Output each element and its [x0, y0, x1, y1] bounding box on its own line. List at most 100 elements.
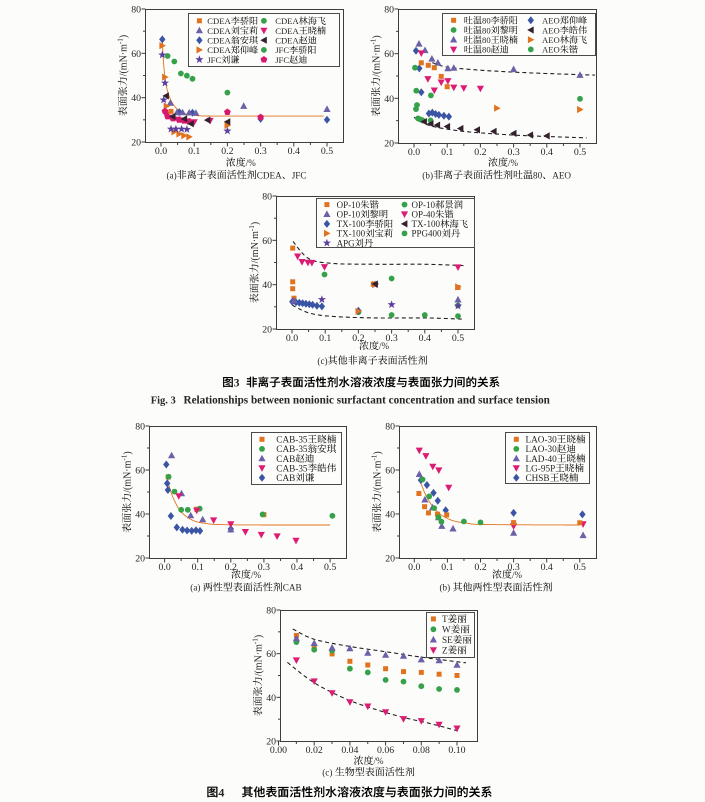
svg-text:CAB-35: CAB-35: [276, 435, 308, 445]
svg-text:CDEA: CDEA: [207, 36, 231, 46]
svg-text:40: 40: [266, 693, 276, 704]
svg-text:/(mN·m: /(mN·m: [253, 644, 264, 676]
svg-text:W: W: [442, 625, 451, 635]
svg-text:0.3: 0.3: [507, 562, 519, 573]
svg-text:(a): (a): [167, 170, 177, 180]
svg-text:): ): [371, 35, 382, 38]
svg-text:CDEA: CDEA: [275, 36, 299, 46]
svg-text:/%: /%: [374, 756, 385, 766]
svg-text:/%: /%: [251, 570, 262, 580]
svg-text:-1: -1: [252, 638, 260, 644]
svg-text:0.1: 0.1: [319, 333, 331, 344]
svg-text:0.2: 0.2: [474, 147, 486, 158]
svg-text:20: 20: [266, 737, 276, 748]
svg-text:0.3: 0.3: [385, 333, 397, 344]
svg-text:0.3: 0.3: [254, 146, 266, 157]
svg-text:(a): (a): [190, 583, 200, 593]
svg-text:4: 4: [218, 785, 224, 799]
svg-text:60: 60: [131, 49, 141, 60]
svg-text:CDEA: CDEA: [257, 170, 282, 180]
svg-text:/(mN·m: /(mN·m: [118, 44, 129, 76]
svg-text:40: 40: [385, 510, 395, 521]
svg-text:OP-10: OP-10: [337, 210, 361, 220]
svg-text:APG: APG: [337, 238, 356, 248]
svg-text:0.02: 0.02: [306, 745, 323, 756]
svg-text:JFC: JFC: [275, 45, 289, 55]
svg-text:OP-10: OP-10: [412, 200, 436, 210]
svg-text:SE: SE: [442, 635, 453, 645]
svg-text:AEO: AEO: [542, 35, 560, 45]
svg-text:20: 20: [262, 325, 272, 336]
svg-text:-1: -1: [371, 454, 379, 460]
svg-text:80: 80: [482, 35, 491, 45]
svg-text:CAB-35: CAB-35: [276, 463, 308, 473]
svg-text:CAB: CAB: [276, 473, 295, 483]
svg-text:T: T: [442, 614, 448, 624]
svg-text:0.5: 0.5: [324, 562, 336, 573]
svg-text:80: 80: [385, 422, 395, 433]
svg-text:AEO: AEO: [552, 170, 571, 180]
svg-text:/(mN·m: /(mN·m: [250, 231, 261, 263]
svg-text:80: 80: [135, 422, 145, 433]
svg-text:40: 40: [384, 94, 394, 105]
svg-text:0.4: 0.4: [419, 333, 431, 344]
svg-text:60: 60: [266, 649, 276, 660]
svg-text:): ): [253, 635, 264, 638]
svg-text:CAB: CAB: [283, 583, 302, 593]
svg-text:TX-100: TX-100: [337, 219, 366, 229]
svg-text:CAB-35: CAB-35: [276, 444, 308, 454]
svg-text:/(mN·m: /(mN·m: [371, 44, 382, 76]
svg-text:-1: -1: [370, 38, 378, 44]
svg-text:/%: /%: [508, 158, 519, 168]
svg-text:OP-10: OP-10: [337, 200, 361, 210]
svg-text:20: 20: [384, 139, 394, 150]
svg-text:): ): [250, 222, 261, 225]
svg-text:40: 40: [135, 510, 145, 521]
svg-text:0.5: 0.5: [321, 146, 333, 157]
svg-text:CDEA: CDEA: [275, 26, 299, 36]
svg-text:/%: /%: [379, 341, 390, 351]
svg-text:0.5: 0.5: [574, 562, 586, 573]
svg-text:AEO: AEO: [542, 16, 560, 26]
svg-text:AEO: AEO: [542, 25, 560, 35]
svg-text:80: 80: [384, 5, 394, 16]
svg-text:80: 80: [266, 606, 276, 617]
svg-text:TX-100: TX-100: [337, 229, 366, 239]
svg-text:40: 40: [262, 280, 272, 291]
svg-text:JFC: JFC: [292, 170, 307, 180]
svg-text:0.0: 0.0: [155, 146, 167, 157]
svg-text:0.0: 0.0: [286, 333, 298, 344]
svg-text:0.2: 0.2: [474, 562, 486, 573]
svg-text:0.1: 0.1: [192, 562, 204, 573]
svg-text:0.4: 0.4: [288, 146, 300, 157]
svg-text:80: 80: [482, 16, 491, 26]
svg-text:Z: Z: [442, 645, 448, 655]
svg-text:0.4: 0.4: [541, 147, 553, 158]
svg-text:(c): (c): [322, 767, 332, 777]
svg-text:Fig. 3: Fig. 3: [151, 396, 176, 407]
svg-text:CDEA: CDEA: [207, 26, 231, 36]
svg-text:CDEA: CDEA: [275, 16, 299, 26]
svg-text:20: 20: [131, 138, 141, 149]
svg-text:60: 60: [262, 236, 272, 247]
svg-text:TX-100: TX-100: [412, 219, 441, 229]
svg-text:0.5: 0.5: [574, 147, 586, 158]
svg-text:LAO-30: LAO-30: [526, 435, 558, 445]
svg-text:CAB: CAB: [276, 454, 295, 464]
svg-text:0.10: 0.10: [448, 745, 465, 756]
svg-text:JFC: JFC: [275, 55, 289, 65]
svg-text:-1: -1: [121, 454, 129, 460]
svg-text:20: 20: [135, 554, 145, 565]
svg-text:PPG400: PPG400: [412, 229, 443, 239]
svg-text:CDEA: CDEA: [207, 16, 231, 26]
svg-text:/%: /%: [512, 570, 523, 580]
svg-text:0.4: 0.4: [291, 562, 303, 573]
svg-text:60: 60: [385, 466, 395, 477]
svg-text:0.00: 0.00: [270, 745, 287, 756]
svg-text:0.2: 0.2: [221, 146, 233, 157]
svg-text:20: 20: [385, 554, 395, 565]
svg-text:Relationships between nonionic: Relationships between nonionic surfactan…: [184, 395, 551, 407]
svg-text:-1: -1: [248, 225, 256, 231]
svg-text:LAD-40: LAD-40: [526, 454, 558, 464]
svg-text:-1: -1: [117, 38, 125, 44]
